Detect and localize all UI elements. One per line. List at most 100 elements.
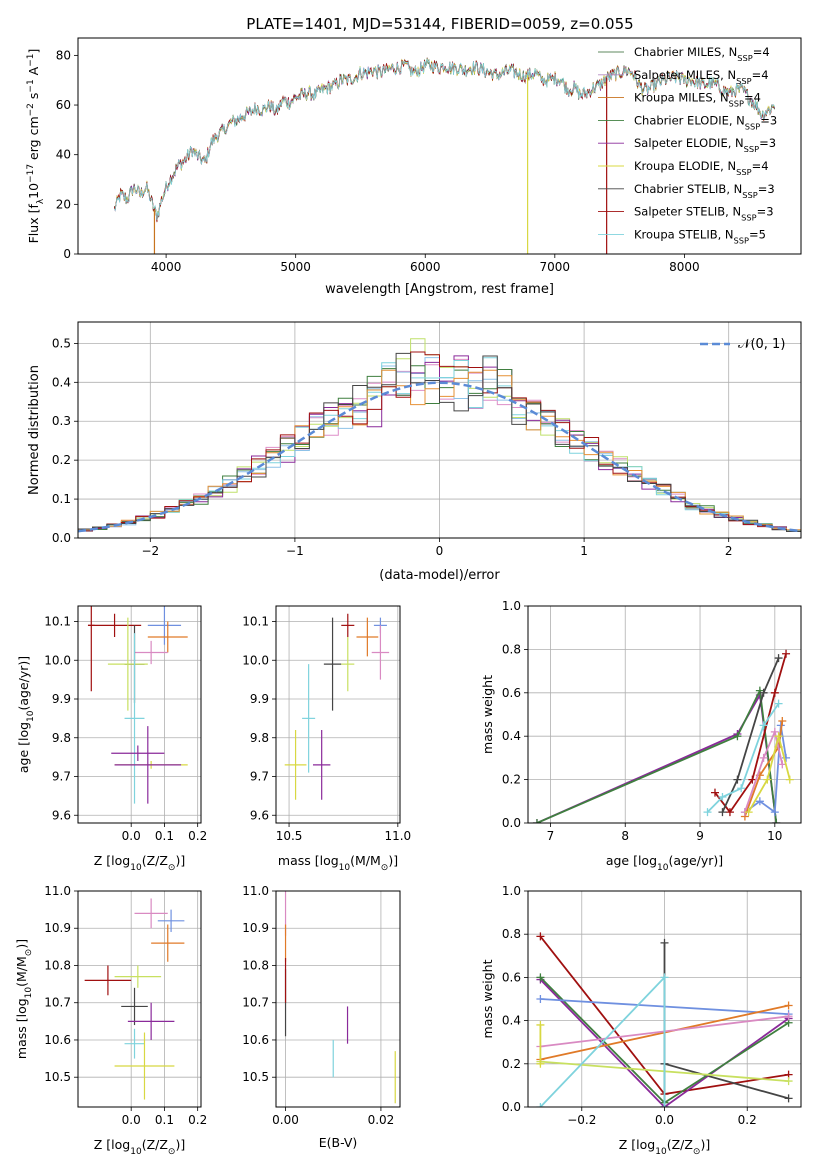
legend-entry-part: =3: [760, 113, 777, 127]
spectrum-ylabel-part: λ: [36, 198, 46, 204]
weight-vs-age-weight-marker: [725, 808, 734, 817]
age-vs-Z-points: [87, 606, 188, 804]
weight-vs-Z-xtick-label: 0.0: [655, 1113, 674, 1127]
mass-vs-Z-ylabel-part: 10: [24, 987, 34, 999]
spectrum-ylabel-part: A: [26, 66, 41, 79]
age-vs-Z-frame: [77, 605, 202, 824]
mass-vs-Z-ytick-label: 10.7: [44, 996, 71, 1010]
spectrum-xtick-label: 6000: [410, 260, 441, 274]
mass-vs-Z-axes: 0.0 0.1 0.2 10.5 10.6 10.7 10.8 10.9 11.0: [44, 884, 207, 1127]
age-vs-Z-xlabel-part: 10: [130, 863, 142, 873]
weight-vs-Z-weight-marker: [536, 995, 545, 1003]
weight-vs-age-weight-marker: [763, 775, 772, 784]
age-vs-mass-xtick-label: 11.0: [384, 829, 411, 843]
legend-entry-part: =4: [744, 91, 761, 105]
weight-vs-Z-weight-marker: [536, 1103, 545, 1107]
weight-vs-age-ytick-label: 0.8: [502, 642, 521, 656]
mass-vs-EBV-xtick-label: 0.02: [368, 1113, 395, 1127]
legend-entry: Chabrier ELODIE, NSSP=3: [634, 113, 777, 131]
legend-entry-part: =4: [752, 159, 769, 173]
hist-ytick-label: 0.1: [52, 492, 71, 506]
weight-vs-age-xtick-label: 9: [696, 829, 704, 843]
age-vs-Z-xlabel-part: )]: [175, 853, 185, 868]
weight-vs-Z-weight-marker: [784, 1001, 793, 1010]
age-vs-Z-xtick-label: 0.1: [155, 829, 174, 843]
legend-entry: Salpeter MILES, NSSP=4: [634, 68, 769, 86]
age-vs-mass-xtick-label: 10.5: [276, 829, 303, 843]
mass-vs-Z-xlabel-part: )]: [175, 1137, 185, 1152]
weight-vs-age-weight-marker: [774, 654, 783, 663]
age-vs-Z-axes: 0.0 0.1 0.2 9.6 9.7 9.8 9.9 10.0 10.1: [44, 606, 207, 843]
weight-vs-Z-weight-marker: [660, 1103, 669, 1107]
weight-vs-age-axes: 7 8 9 10 0.0 0.2 0.4 0.6 0.8 1.0: [502, 599, 801, 843]
weight-vs-age-xtick-label: 10: [767, 829, 782, 843]
weight-vs-Z-xtick-label: −0.2: [567, 1113, 596, 1127]
legend-entry: Chabrier STELIB, NSSP=3: [634, 182, 775, 200]
weight-vs-age-weight-marker: [733, 732, 742, 741]
legend-entry-part: =3: [757, 205, 774, 219]
spectrum-series-line: [114, 58, 775, 220]
weight-vs-age-ylabel-part: mass weight: [480, 675, 495, 754]
spectrum-ylabel-part: −1: [26, 54, 36, 67]
legend-entry: Kroupa STELIB, NSSP=5: [634, 227, 766, 245]
weight-vs-age-ytick-label: 0.0: [502, 816, 521, 830]
weight-vs-age-weight-marker: [703, 808, 712, 817]
weight-vs-age-weight-marker: [778, 717, 787, 726]
age-vs-Z-xtick-label: 0.2: [188, 829, 207, 843]
spectrum-xtick-label: 8000: [669, 260, 700, 274]
hist-steps: [78, 338, 801, 533]
legend-entry-part: Chabrier ELODIE, N: [634, 113, 745, 127]
weight-vs-age-xtick-label: 7: [547, 829, 555, 843]
weight-vs-Z-xtick-label: 0.2: [738, 1113, 757, 1127]
spectrum-ylabel-part: Flux [f: [26, 204, 41, 244]
mass-vs-Z-ylabel-part: mass [log: [14, 998, 29, 1059]
mass-vs-Z-xlabel-part: 10: [130, 1147, 142, 1157]
age-vs-Z-xlabel-part: ⊙: [168, 863, 176, 873]
weight-vs-Z-weight-marker: [536, 1059, 545, 1068]
mass-vs-EBV-xlabel: E(B-V): [319, 1135, 358, 1150]
legend-entry-part: SSP: [729, 99, 744, 109]
age-vs-mass-ytick-label: 9.6: [250, 808, 269, 822]
mass-vs-EBV-ytick-label: 10.9: [242, 921, 269, 935]
hist-xtick-label: −2: [141, 544, 159, 558]
age-vs-mass-ytick-label: 9.9: [250, 692, 269, 706]
legend-entry-part: Salpeter ELODIE, N: [634, 136, 744, 150]
weight-vs-age-weight-marker: [755, 797, 764, 806]
weight-vs-age-ytick-label: 0.6: [502, 686, 521, 700]
weight-vs-age-weight-marker: [532, 819, 541, 823]
hist-ytick-label: 0.5: [52, 336, 71, 350]
age-vs-Z-xtick-label: 0.0: [122, 829, 141, 843]
weight-vs-Z-weight-line: [663, 942, 789, 1107]
weight-vs-age-weight-marker: [770, 808, 779, 817]
weight-vs-age-weight-line: [536, 687, 778, 823]
weight-vs-Z-xlabel: Z [log10(Z/Z⊙)]: [619, 1137, 710, 1157]
age-vs-mass-xlabel: mass [log10(M/M⊙)]: [278, 853, 398, 873]
legend-entry-part: SSP: [745, 121, 760, 131]
weight-vs-age-weight-marker: [759, 688, 768, 697]
age-vs-mass-frame: [275, 605, 401, 824]
legend-entry-part: Salpeter STELIB, N: [634, 205, 741, 219]
mass-vs-Z-ytick-label: 10.8: [44, 958, 71, 972]
spectrum-ylabel-part: −1: [26, 79, 36, 92]
weight-vs-age-frame: [527, 605, 802, 824]
weight-vs-age-xlabel-part: age [log: [606, 853, 657, 868]
mass-vs-Z-xlabel-part: ⊙: [168, 1147, 176, 1157]
legend-entry-part: SSP: [736, 76, 751, 86]
mass-vs-Z-xtick-label: 0.1: [155, 1113, 174, 1127]
spectrum-ytick-label: 60: [56, 98, 71, 112]
age-vs-Z-ytick-label: 9.7: [52, 770, 71, 784]
spectrum-ylabel-part: s: [26, 93, 41, 104]
figure-title: PLATE=1401, MJD=53144, FIBERID=0059, z=0…: [246, 15, 633, 33]
legend-entry-part: =4: [752, 68, 769, 82]
hist-legend-label: 𝒩(0, 1): [738, 337, 785, 352]
age-vs-mass-xlabel-part: )]: [388, 853, 398, 868]
weight-vs-age-weight-marker: [718, 808, 727, 817]
weight-vs-age-weight-marker: [718, 792, 727, 801]
hist-legend-label-part: 𝒩(0, 1): [738, 337, 785, 352]
age-vs-Z-xlabel-part: Z [log: [94, 853, 130, 868]
mass-vs-EBV-ytick-label: 10.5: [242, 1070, 269, 1084]
spectrum-ylabel-part: −17: [26, 164, 36, 183]
weight-vs-Z-xlabel-part: Z [log: [619, 1137, 655, 1152]
weight-vs-Z-xlabel-part: ⊙: [693, 1147, 701, 1157]
spectrum-xlabel-part: wavelength [Angstrom, rest frame]: [325, 282, 554, 297]
